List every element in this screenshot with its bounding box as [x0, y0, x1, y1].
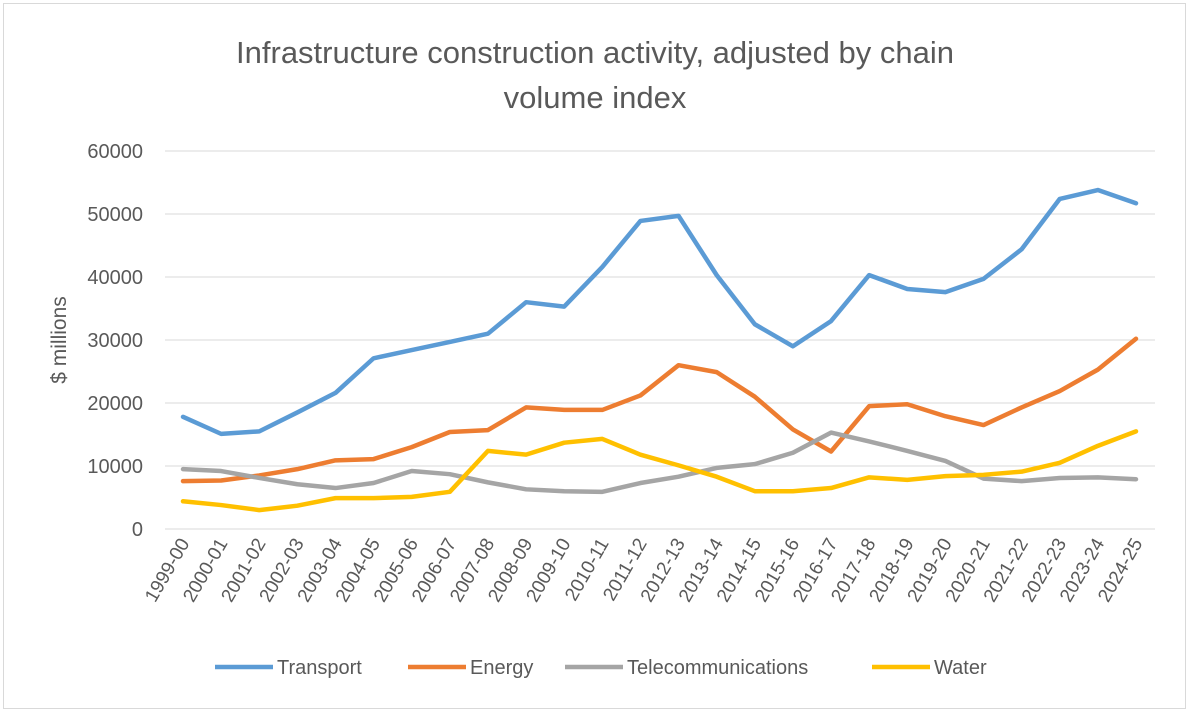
series-line-transport — [180, 187, 1139, 437]
series-line-water — [180, 429, 1139, 513]
legend-label-water: Water — [934, 657, 987, 679]
legend-label-energy: Energy — [470, 657, 533, 679]
y-tick-label: 40000 — [87, 267, 143, 289]
chart-frame — [3, 3, 1186, 709]
y-tick-label: 60000 — [87, 141, 143, 163]
chart-title-line-1: Infrastructure construction activity, ad… — [236, 35, 954, 70]
y-tick-label: 0 — [132, 519, 143, 541]
legend-label-transport: Transport — [277, 657, 362, 679]
chart-title-line-2: volume index — [504, 80, 687, 115]
y-tick-label: 50000 — [87, 204, 143, 226]
y-tick-label: 30000 — [87, 330, 143, 352]
series-line-energy — [180, 336, 1139, 484]
legend-label-telecommunications: Telecommunications — [627, 657, 808, 679]
y-tick-label: 20000 — [87, 393, 143, 415]
y-tick-label: 10000 — [87, 456, 143, 478]
y-axis-label: $ millions — [48, 296, 71, 384]
